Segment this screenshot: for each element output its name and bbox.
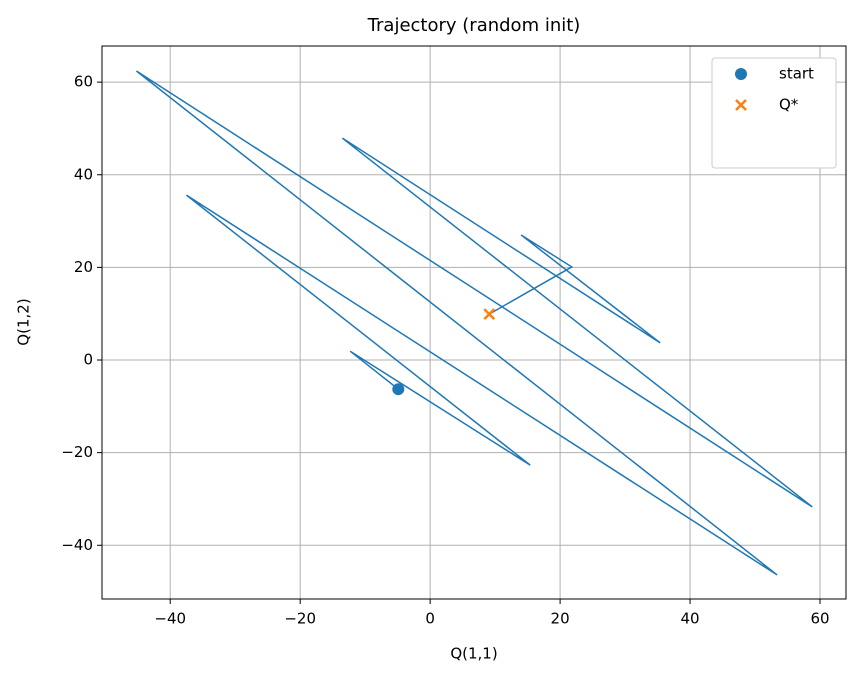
- x-tick-label: 20: [551, 610, 570, 628]
- y-tick-label: −40: [61, 536, 93, 554]
- x-tick-label: −20: [284, 610, 316, 628]
- legend-marker: [735, 68, 747, 80]
- trajectory-line: [135, 70, 813, 576]
- legend-label: start: [779, 65, 814, 83]
- legend-label: Q*: [779, 96, 799, 114]
- y-axis-label: Q(1,2): [15, 298, 33, 345]
- x-tick-label: −40: [154, 610, 186, 628]
- x-tick-label: 0: [425, 610, 435, 628]
- x-tick-label: 60: [810, 610, 829, 628]
- chart-title: Trajectory (random init): [367, 15, 581, 36]
- y-tick-label: 0: [83, 351, 93, 369]
- x-tick-label: 40: [681, 610, 700, 628]
- legend-box: [711, 57, 837, 169]
- y-tick-label: 60: [74, 73, 93, 91]
- y-tick-label: 40: [74, 165, 93, 183]
- x-axis-label: Q(1,1): [450, 645, 497, 663]
- point: [392, 383, 405, 396]
- legend-marker: [735, 99, 747, 111]
- y-tick-label: 20: [74, 258, 93, 276]
- point: [483, 308, 496, 321]
- y-tick-label: −20: [61, 443, 93, 461]
- plot-frame: [101, 45, 847, 600]
